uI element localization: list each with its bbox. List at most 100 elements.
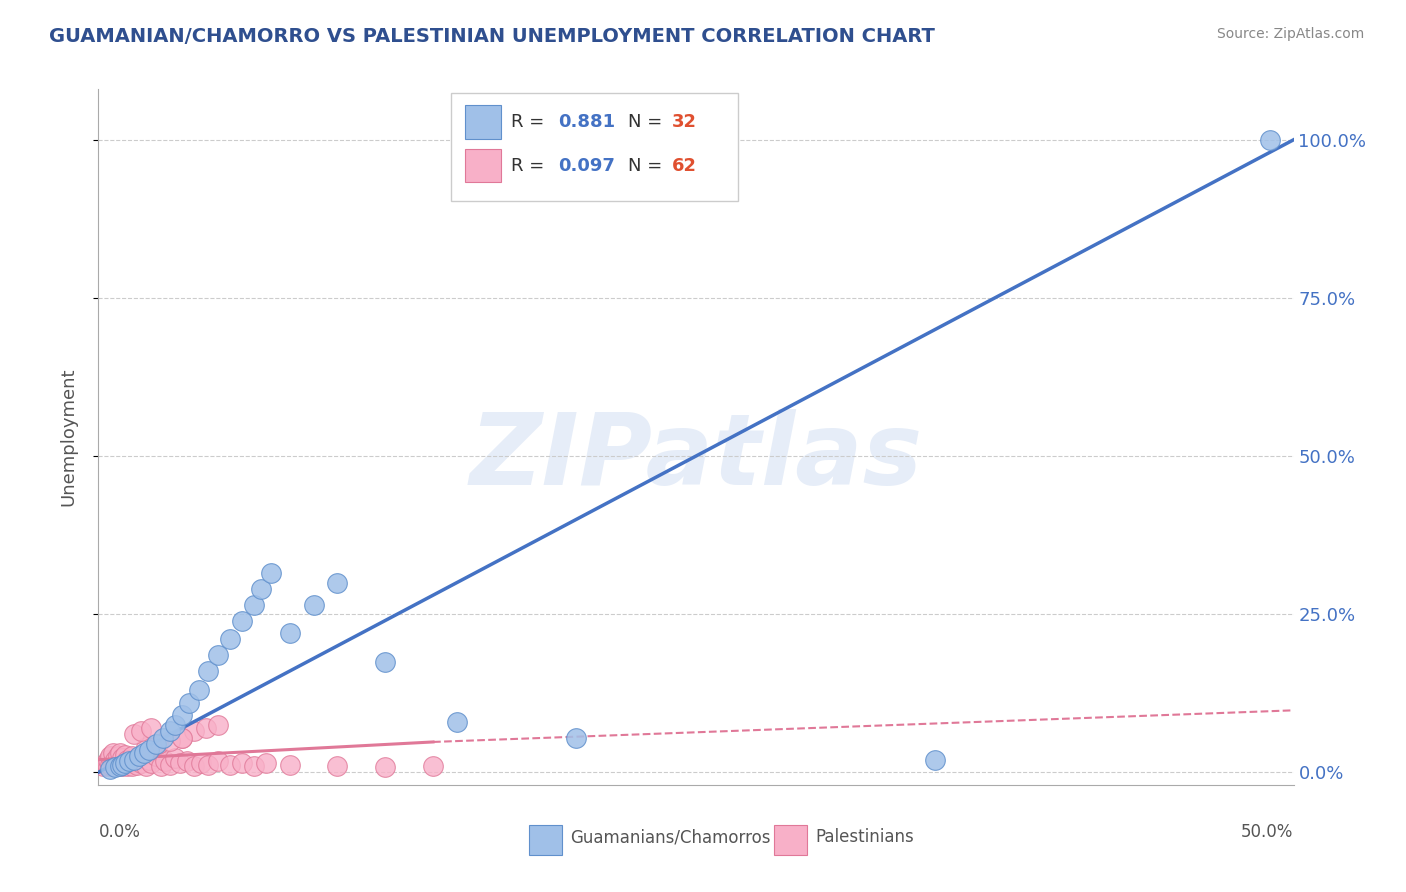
Point	[278, 757, 301, 772]
Point	[231, 756, 253, 770]
Point	[111, 751, 134, 765]
Point	[138, 753, 160, 767]
Point	[108, 759, 131, 773]
Text: N =: N =	[628, 157, 668, 175]
Point	[302, 598, 325, 612]
Point	[190, 756, 212, 770]
Point	[104, 759, 127, 773]
Text: 0.0%: 0.0%	[98, 823, 141, 841]
Point	[374, 655, 396, 669]
Point	[115, 759, 138, 773]
Y-axis label: Unemployment: Unemployment	[59, 368, 77, 507]
Point	[1258, 133, 1281, 147]
Point	[125, 757, 148, 772]
FancyBboxPatch shape	[773, 825, 807, 855]
Point	[163, 751, 186, 765]
Point	[231, 614, 253, 628]
Point	[169, 756, 191, 770]
Point	[159, 757, 181, 772]
Point	[374, 760, 396, 774]
Point	[139, 756, 162, 770]
Point	[159, 733, 181, 747]
Point	[250, 582, 273, 596]
Point	[163, 718, 186, 732]
Text: 0.097: 0.097	[558, 157, 616, 175]
Point	[195, 721, 218, 735]
Text: R =: R =	[510, 113, 550, 131]
Text: 32: 32	[672, 113, 697, 131]
Point	[131, 724, 153, 739]
Point	[183, 724, 205, 739]
Point	[219, 757, 242, 772]
Point	[138, 743, 160, 757]
Point	[155, 754, 177, 768]
Point	[94, 757, 117, 772]
Point	[159, 724, 181, 739]
Point	[97, 759, 120, 773]
Point	[108, 757, 131, 772]
Point	[132, 747, 155, 762]
Point	[183, 759, 205, 773]
Point	[148, 737, 170, 751]
Text: 50.0%: 50.0%	[1241, 823, 1294, 841]
FancyBboxPatch shape	[529, 825, 562, 855]
Point	[135, 739, 157, 754]
FancyBboxPatch shape	[465, 149, 501, 183]
Point	[111, 757, 134, 772]
Point	[187, 683, 209, 698]
Point	[128, 749, 150, 764]
Text: GUAMANIAN/CHAMORRO VS PALESTINIAN UNEMPLOYMENT CORRELATION CHART: GUAMANIAN/CHAMORRO VS PALESTINIAN UNEMPL…	[49, 27, 935, 45]
Point	[145, 749, 167, 764]
Point	[101, 756, 124, 770]
FancyBboxPatch shape	[451, 93, 738, 201]
Text: ZIPatlas: ZIPatlas	[470, 409, 922, 507]
Point	[121, 759, 143, 773]
Point	[207, 718, 229, 732]
Point	[172, 708, 194, 723]
Text: Source: ZipAtlas.com: Source: ZipAtlas.com	[1216, 27, 1364, 41]
Point	[139, 721, 162, 735]
Point	[114, 747, 136, 762]
Point	[207, 648, 229, 663]
Point	[924, 753, 946, 767]
Point	[121, 749, 143, 764]
Point	[207, 754, 229, 768]
Point	[179, 696, 201, 710]
Point	[124, 753, 146, 767]
Point	[197, 757, 219, 772]
Point	[114, 756, 136, 770]
Point	[104, 753, 127, 767]
Point	[565, 731, 588, 745]
Point	[149, 759, 172, 773]
Text: Palestinians: Palestinians	[815, 828, 914, 847]
Point	[124, 754, 146, 768]
Point	[145, 737, 167, 751]
Point	[197, 664, 219, 678]
Point	[422, 759, 444, 773]
Point	[172, 731, 194, 745]
Point	[243, 598, 266, 612]
Point	[124, 727, 146, 741]
Point	[176, 754, 198, 768]
Text: 0.881: 0.881	[558, 113, 616, 131]
Point	[219, 632, 242, 647]
Point	[94, 756, 117, 770]
Text: R =: R =	[510, 157, 550, 175]
Point	[278, 626, 301, 640]
Point	[152, 731, 174, 745]
Point	[104, 760, 127, 774]
Point	[91, 759, 114, 773]
Point	[107, 756, 129, 770]
Text: Guamanians/Chamorros: Guamanians/Chamorros	[571, 828, 770, 847]
Point	[243, 759, 266, 773]
Point	[98, 757, 122, 772]
Point	[259, 566, 281, 580]
Point	[114, 756, 136, 770]
Point	[131, 756, 153, 770]
Point	[111, 759, 134, 773]
Point	[98, 762, 122, 776]
Point	[132, 747, 155, 761]
Point	[108, 747, 131, 761]
Point	[135, 759, 157, 773]
Point	[98, 749, 122, 764]
